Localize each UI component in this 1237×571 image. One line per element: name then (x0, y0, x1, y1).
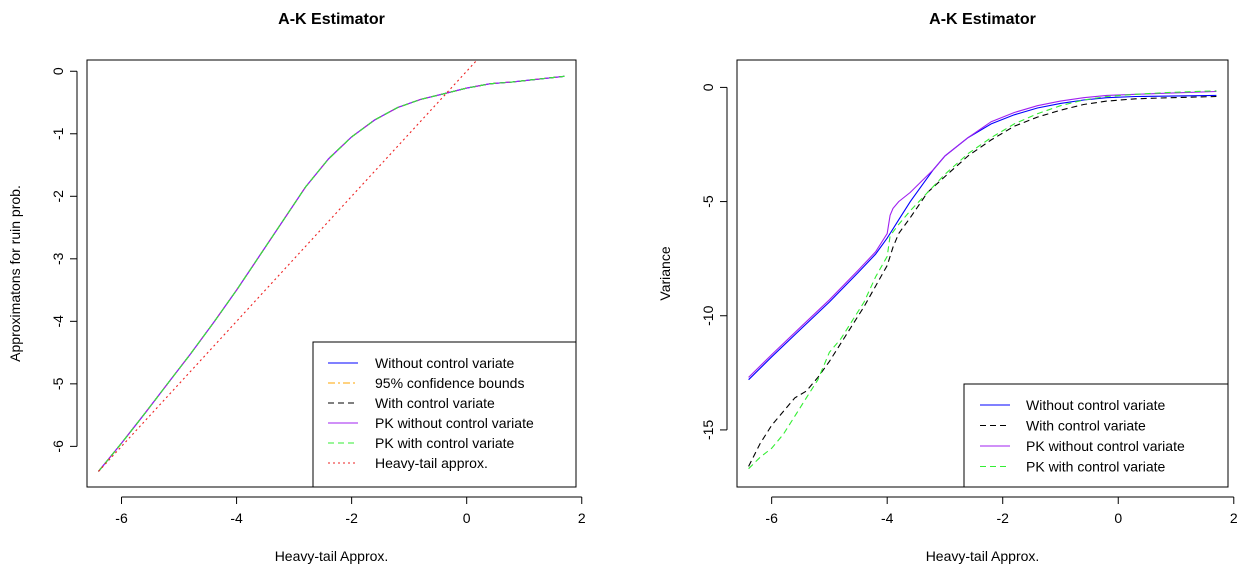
legend-entry: With control variate (1026, 418, 1146, 434)
legend-entry: Without control variate (1026, 397, 1165, 413)
chart-title: A-K Estimator (929, 11, 1036, 28)
x-axis-label: Heavy-tail Approx. (926, 548, 1040, 564)
series-group (748, 90, 1217, 470)
legend-entry: PK with control variate (1026, 459, 1165, 475)
legend-entry: PK with control variate (375, 435, 514, 451)
y-tick-label: -5 (50, 377, 66, 390)
y-axis-label: Variance (657, 246, 673, 300)
legend-entry: 95% confidence bounds (375, 375, 524, 391)
x-tick-label: -2 (996, 510, 1009, 526)
series-line-1 (748, 95, 1217, 467)
y-tick-label: 0 (700, 83, 716, 91)
legend-entry: With control variate (375, 395, 495, 411)
series-line-4 (98, 75, 565, 472)
y-tick-label: -5 (700, 195, 716, 208)
x-tick-label: 2 (1230, 510, 1237, 526)
y-tick-label: -10 (700, 305, 716, 325)
series-line-3 (748, 90, 1217, 470)
x-tick-label: 0 (463, 510, 471, 526)
legend-box (963, 383, 1229, 488)
series-line-0 (748, 94, 1217, 381)
y-tick-label: 0 (50, 67, 66, 75)
y-tick-label: -15 (700, 420, 716, 440)
y-tick-label: -6 (50, 440, 66, 453)
legend: Without control variate 95% confidence bo… (312, 341, 577, 488)
legend-entry: Heavy-tail approx. (375, 455, 488, 471)
x-tick-label: -6 (765, 510, 778, 526)
legend: Without control variate With control vari… (963, 383, 1229, 488)
x-tick-label: 0 (1114, 510, 1122, 526)
x-tick-label: -4 (881, 510, 894, 526)
series-line-5 (98, 60, 478, 472)
x-axis-label: Heavy-tail Approx. (275, 548, 389, 564)
series-line-2 (748, 90, 1217, 378)
x-tick-label: 2 (578, 510, 586, 526)
legend-entry: Without control variate (375, 355, 514, 371)
y-tick-label: -1 (50, 127, 66, 140)
x-tick-label: -2 (345, 510, 358, 526)
right-panel: A-K Estimator -6 -4 -2 0 2 0 -5 -10 -15 Heavy-tail… (657, 11, 1237, 564)
x-tick-label: -6 (115, 510, 128, 526)
y-axis-label: Approximatons for ruin prob. (7, 185, 23, 362)
x-tick-label: -4 (230, 510, 243, 526)
legend-entry: PK without control variate (375, 415, 534, 431)
y-tick-label: -3 (50, 252, 66, 265)
left-panel: A-K Estimator -6 -4 -2 0 2 0 -1 -2 -3 -4 -5 -6 Heavy-… (7, 11, 586, 564)
chart-title: A-K Estimator (278, 11, 385, 28)
legend-entry: PK without control variate (1026, 438, 1185, 454)
y-tick-label: -2 (50, 190, 66, 203)
y-tick-label: -4 (50, 315, 66, 328)
series-group (98, 60, 565, 472)
legend-box (312, 341, 577, 488)
